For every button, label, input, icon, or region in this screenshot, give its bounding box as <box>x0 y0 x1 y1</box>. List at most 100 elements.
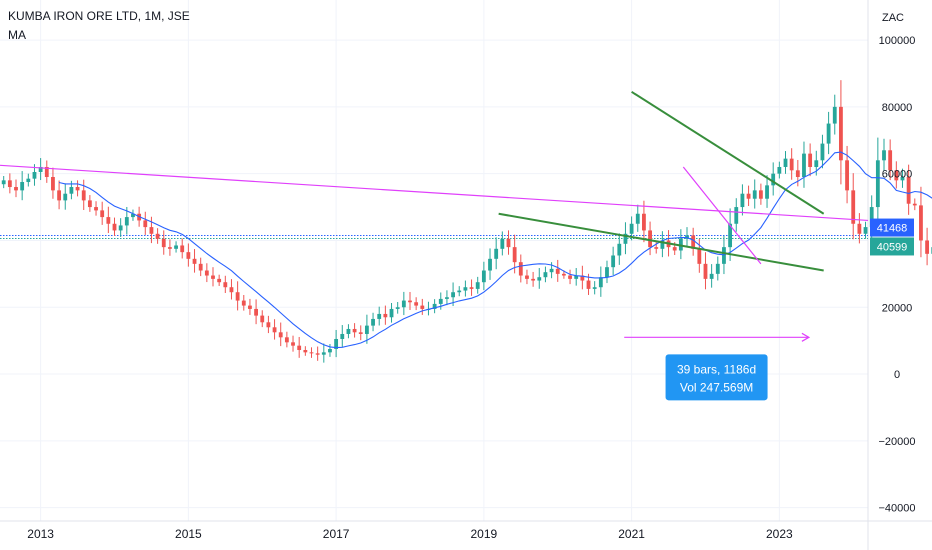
candle-down[interactable] <box>75 187 80 191</box>
candle-up[interactable] <box>463 287 468 291</box>
candle-down[interactable] <box>241 300 246 306</box>
candle-up[interactable] <box>820 143 825 161</box>
candle-up[interactable] <box>765 185 769 199</box>
candle-down[interactable] <box>192 258 197 264</box>
candle-down[interactable] <box>106 217 111 224</box>
candle-up[interactable] <box>783 158 788 167</box>
candle-up[interactable] <box>771 173 776 186</box>
candle-up[interactable] <box>32 171 37 179</box>
candle-down[interactable] <box>420 305 425 309</box>
candle-up[interactable] <box>802 153 806 178</box>
candle-up[interactable] <box>63 193 68 201</box>
candle-up[interactable] <box>346 328 351 334</box>
candle-up[interactable] <box>549 268 554 273</box>
candle-up[interactable] <box>1 180 6 185</box>
candle-up[interactable] <box>900 177 905 181</box>
candle-down[interactable] <box>586 280 591 289</box>
candle-up[interactable] <box>598 277 603 288</box>
candle-up[interactable] <box>334 338 339 350</box>
candle-down[interactable] <box>235 292 240 301</box>
candle-down[interactable] <box>7 180 12 188</box>
candle-up[interactable] <box>660 240 665 249</box>
candle-up[interactable] <box>457 290 462 293</box>
candle-up[interactable] <box>832 106 837 124</box>
candle-down[interactable] <box>100 210 105 218</box>
candle-down[interactable] <box>303 350 308 353</box>
candle-down[interactable] <box>758 190 763 199</box>
candle-down[interactable] <box>272 327 277 333</box>
candle-up[interactable] <box>395 307 400 309</box>
candle-up[interactable] <box>432 303 437 309</box>
candle-up[interactable] <box>69 187 74 194</box>
trendline-lower-wedge[interactable] <box>498 212 824 272</box>
candle-down[interactable] <box>912 203 917 206</box>
candle-up[interactable] <box>364 325 369 334</box>
candle-down[interactable] <box>795 170 800 178</box>
candle-down[interactable] <box>518 262 523 276</box>
trendline-long-resistance[interactable] <box>0 164 869 222</box>
candle-up[interactable] <box>328 349 332 353</box>
candle-down[interactable] <box>512 247 517 263</box>
indicator-label[interactable]: MA <box>8 28 26 42</box>
candle-down[interactable] <box>789 158 794 171</box>
candle-down[interactable] <box>87 200 92 208</box>
candle-down[interactable] <box>155 233 160 239</box>
candle-down[interactable] <box>925 240 930 254</box>
candle-down[interactable] <box>408 300 412 303</box>
candle-up[interactable] <box>826 123 831 144</box>
candle-down[interactable] <box>919 205 923 241</box>
candles[interactable] <box>1 80 932 363</box>
candle-up[interactable] <box>488 258 492 271</box>
candle-up[interactable] <box>882 150 886 161</box>
candle-down[interactable] <box>845 160 849 191</box>
candle-down[interactable] <box>808 153 813 167</box>
candle-down[interactable] <box>506 238 511 248</box>
candle-down[interactable] <box>94 207 98 211</box>
candle-down[interactable] <box>691 235 696 249</box>
candle-up[interactable] <box>709 273 714 279</box>
candle-down[interactable] <box>211 275 215 279</box>
candle-down[interactable] <box>14 187 18 191</box>
candle-down[interactable] <box>525 275 529 279</box>
candle-up[interactable] <box>131 213 135 218</box>
candle-down[interactable] <box>180 245 185 253</box>
candle-down[interactable] <box>746 193 751 199</box>
candle-down[interactable] <box>198 263 203 271</box>
candle-up[interactable] <box>863 227 868 234</box>
candle-down[interactable] <box>112 223 117 231</box>
candle-down[interactable] <box>254 308 258 316</box>
candle-up[interactable] <box>537 277 542 281</box>
candle-up[interactable] <box>740 193 745 208</box>
candle-down[interactable] <box>561 273 566 276</box>
candle-up[interactable] <box>734 207 739 224</box>
candle-down[interactable] <box>414 302 419 306</box>
candle-up[interactable] <box>451 292 455 298</box>
candle-down[interactable] <box>906 177 911 204</box>
candle-down[interactable] <box>654 247 659 249</box>
candle-up[interactable] <box>752 190 757 199</box>
candle-up[interactable] <box>629 223 634 234</box>
candle-up[interactable] <box>438 298 443 304</box>
candle-up[interactable] <box>592 287 597 289</box>
candle-down[interactable] <box>149 227 154 234</box>
candle-up[interactable] <box>605 267 609 278</box>
candle-down[interactable] <box>260 315 265 323</box>
candle-down[interactable] <box>297 345 302 351</box>
candle-down[interactable] <box>309 352 314 354</box>
candle-down[interactable] <box>851 190 856 224</box>
candle-up[interactable] <box>869 207 874 228</box>
candle-down[interactable] <box>383 313 388 318</box>
candle-down[interactable] <box>167 247 172 249</box>
candle-down[interactable] <box>352 328 357 333</box>
candle-up[interactable] <box>617 243 622 256</box>
candle-down[interactable] <box>580 275 585 281</box>
candle-down[interactable] <box>284 337 289 343</box>
candle-up[interactable] <box>475 282 480 289</box>
candle-down[interactable] <box>57 190 62 201</box>
trendline-upper-wedge[interactable] <box>631 90 825 215</box>
candle-up[interactable] <box>26 178 31 183</box>
candle-down[interactable] <box>888 150 893 171</box>
candle-down[interactable] <box>648 230 652 248</box>
candle-down[interactable] <box>697 248 702 264</box>
